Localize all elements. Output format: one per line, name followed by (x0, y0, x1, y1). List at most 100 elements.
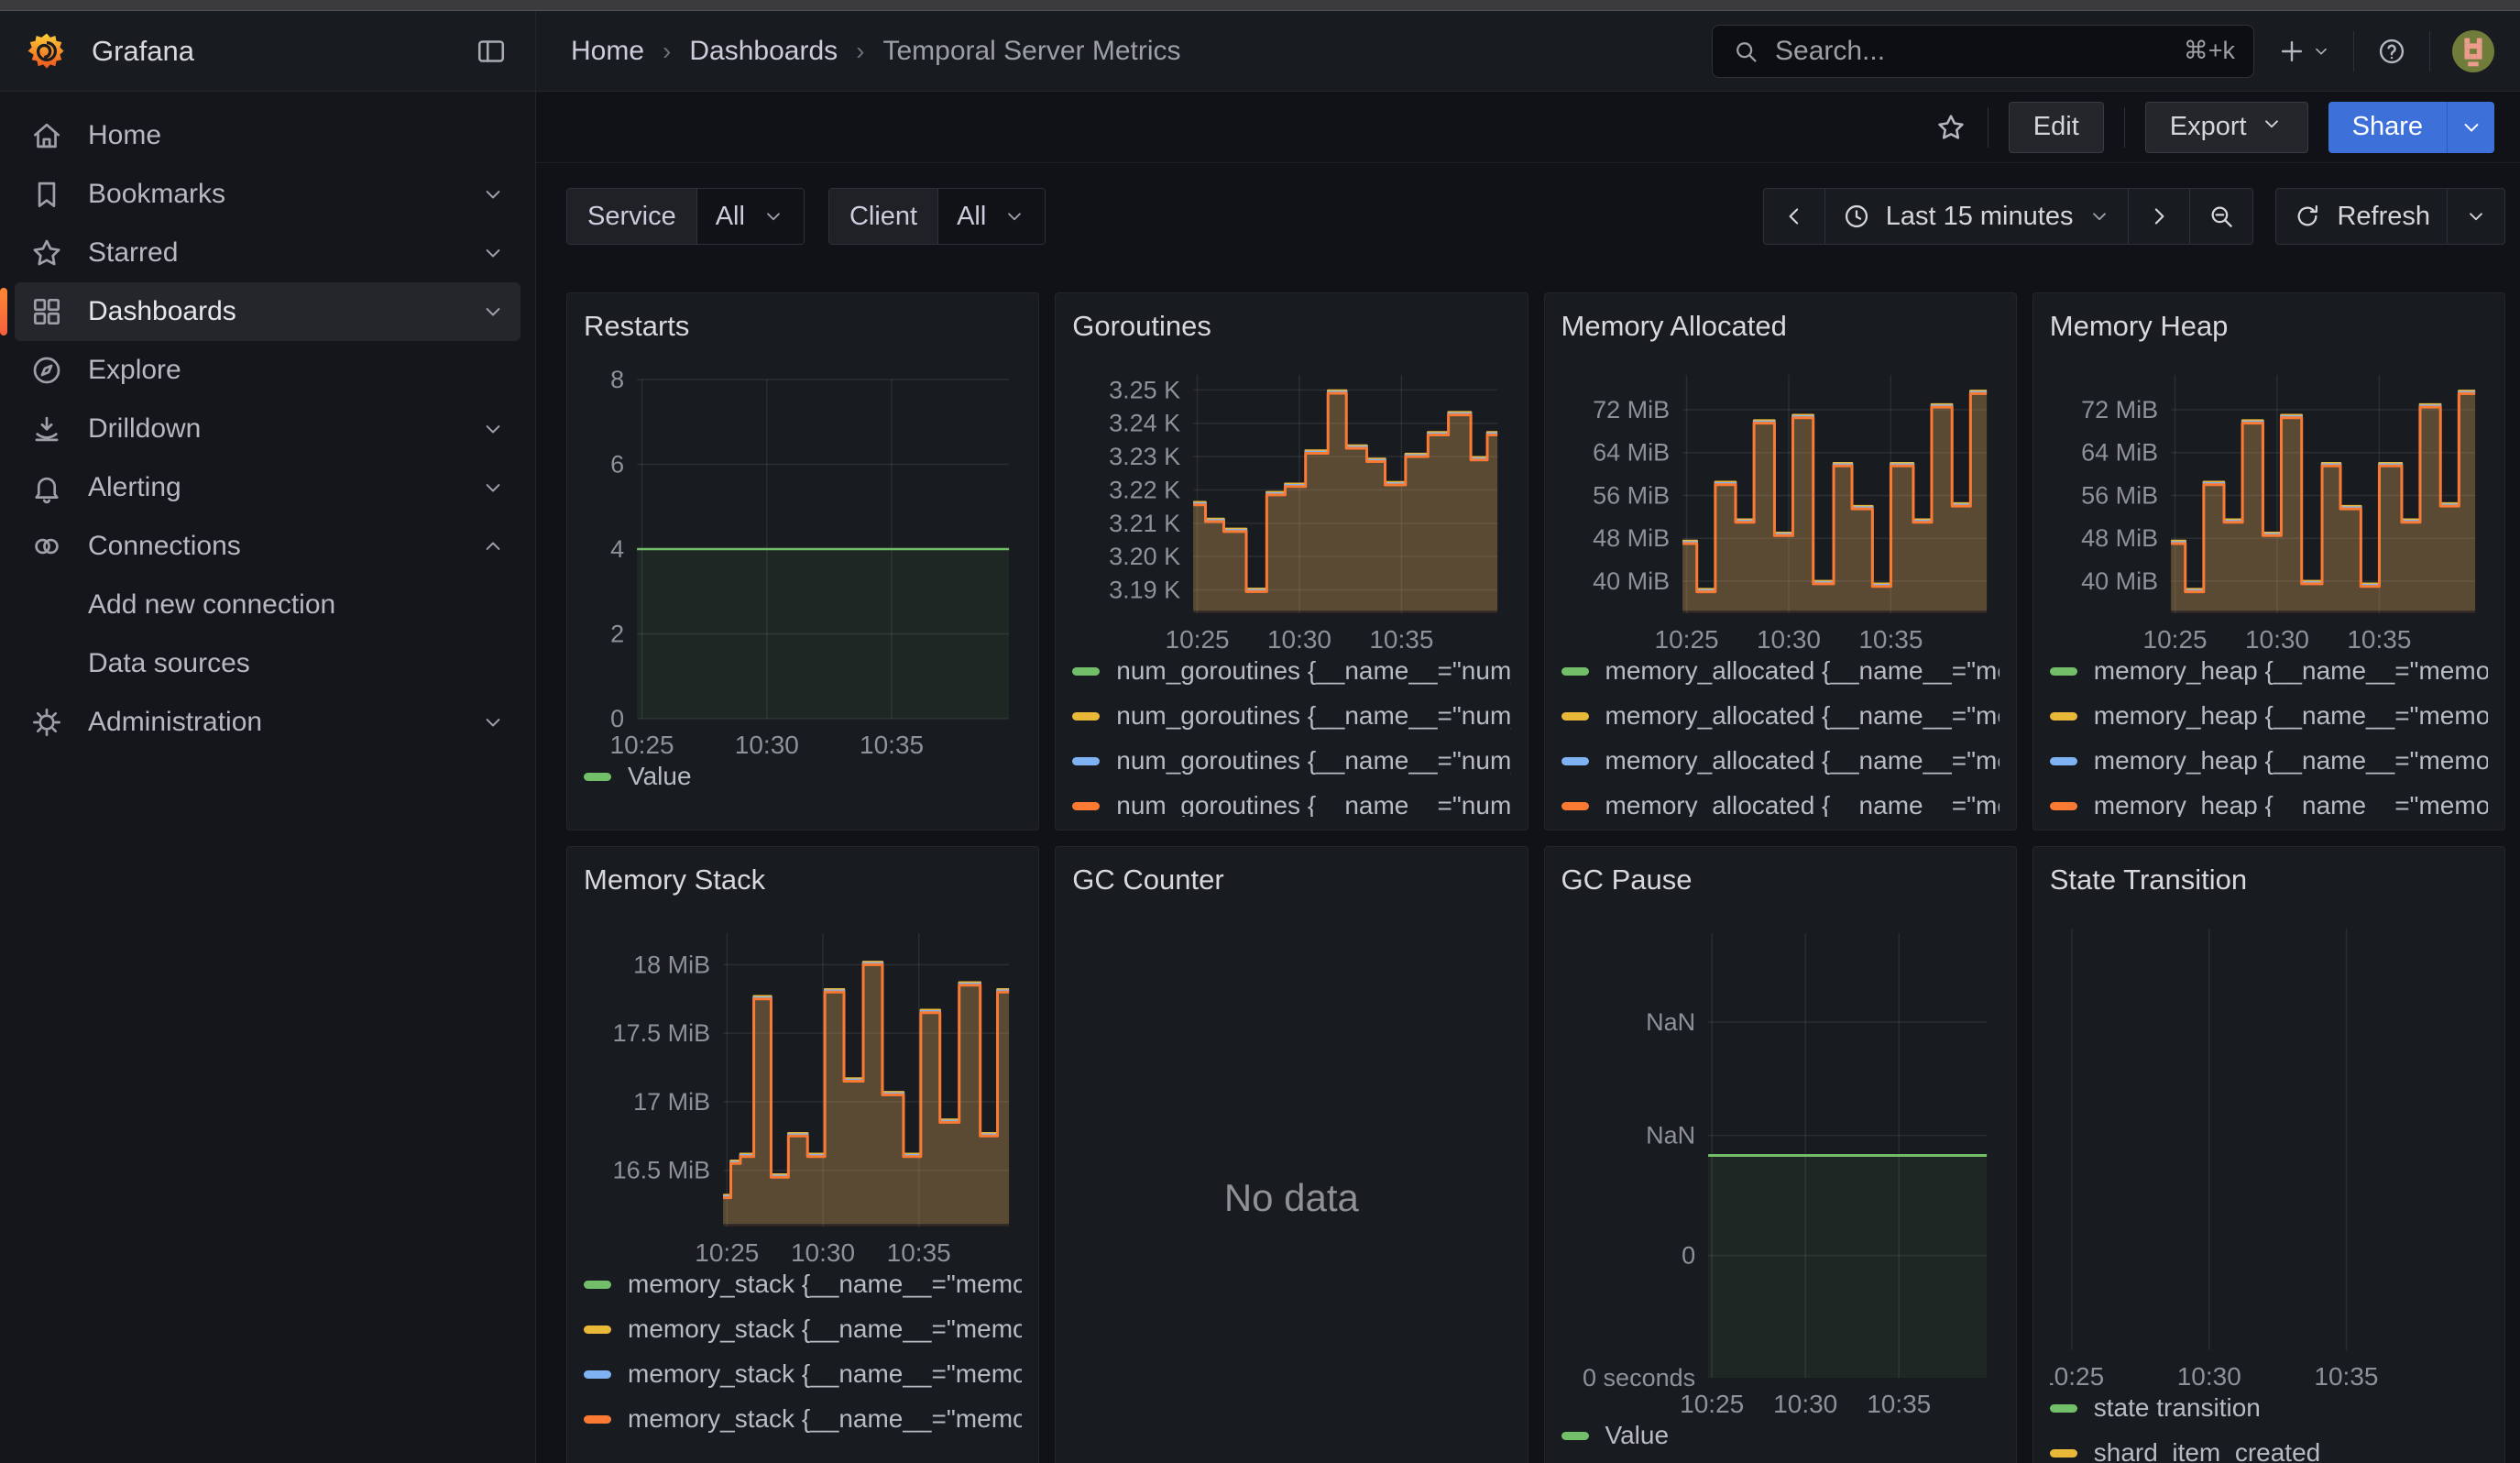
legend-item[interactable]: Value (1561, 1422, 2000, 1449)
sidebar-item-data-sources[interactable]: Data sources (15, 634, 520, 693)
variable-value-dropdown[interactable]: All (937, 189, 1046, 244)
chevron-down-icon[interactable] (480, 240, 506, 266)
chevron-up-icon[interactable] (480, 534, 506, 559)
legend-item[interactable]: memory_stack {__name__="memory_s (584, 1270, 1022, 1298)
chevron-down-icon[interactable] (480, 475, 506, 500)
time-series-chart[interactable]: 0 2 4 6 8 10:25 10:30 10:35 (584, 368, 1022, 763)
panel-gc-counter: GC Counter No data (1055, 846, 1528, 1463)
favorite-star-icon[interactable] (1934, 111, 1967, 144)
zoom-out-time-button[interactable] (2189, 189, 2252, 244)
legend-item[interactable]: shard_item_created (2049, 1439, 2488, 1463)
export-button[interactable]: Export (2144, 101, 2308, 153)
time-series-chart[interactable]: NaN NaN 0 0 seconds 10:25 10:30 10:35 (1561, 922, 2000, 1422)
sidebar-item-starred[interactable]: Starred (15, 224, 520, 282)
panel-legend: num_goroutines {__name__="num_go num_goro… (1072, 657, 1511, 817)
chevron-down-icon[interactable] (480, 416, 506, 442)
refresh-interval-dropdown[interactable] (2447, 189, 2504, 244)
legend-swatch (2049, 1403, 2077, 1413)
sidebar-item-home[interactable]: Home (15, 106, 520, 165)
help-button[interactable] (2376, 36, 2407, 67)
panel-title[interactable]: Memory Allocated (1561, 310, 1787, 342)
svg-text:72 MiB: 72 MiB (2081, 396, 2158, 424)
refresh-button[interactable]: Refresh (2276, 189, 2447, 244)
legend-label: num_goroutines {__name__="num_go (1116, 702, 1511, 731)
sidebar-item-alerting[interactable]: Alerting (15, 458, 520, 517)
legend-item[interactable]: memory_heap {__name__="memory_h (2049, 747, 2488, 775)
sidebar-navigation: Home Bookmarks Starred Dashboards Explore Dri… (0, 92, 536, 1463)
sidebar-item-administration[interactable]: Administration (15, 693, 520, 752)
breadcrumb-separator: › (663, 36, 672, 65)
browser-window-strip (0, 0, 2520, 11)
share-button-label: Share (2351, 112, 2423, 141)
svg-text:16.5 MiB: 16.5 MiB (613, 1157, 711, 1184)
time-shift-forward-button[interactable] (2128, 189, 2189, 244)
breadcrumb-item[interactable]: Home (571, 35, 645, 66)
panel-title[interactable]: State Transition (2049, 864, 2248, 896)
star-icon (29, 236, 64, 270)
legend-item[interactable]: memory_heap {__name__="memory_h (2049, 657, 2488, 685)
svg-text:48 MiB: 48 MiB (1593, 524, 1670, 552)
sidebar-item-drilldown[interactable]: Drilldown (15, 400, 520, 458)
legend-item[interactable]: num_goroutines {__name__="num_go (1072, 792, 1511, 817)
chevron-down-icon[interactable] (480, 710, 506, 735)
time-range-group: Last 15 minutes (1762, 188, 2254, 245)
breadcrumb-item[interactable]: Dashboards (689, 35, 838, 66)
panel-title[interactable]: GC Counter (1072, 864, 1224, 896)
legend-item[interactable]: memory_allocated {__name__="memo (1561, 747, 2000, 775)
svg-text:3.21 K: 3.21 K (1109, 510, 1180, 537)
legend-item[interactable]: state transition (2049, 1394, 2488, 1422)
legend-item[interactable]: memory_stack {__name__="memory_s (584, 1360, 1022, 1388)
time-series-chart[interactable]: 40 MiB 48 MiB 56 MiB 64 MiB 72 MiB 10:25 10:30… (1561, 364, 2000, 657)
sidebar-item-explore[interactable]: Explore (15, 341, 520, 400)
legend-item[interactable]: num_goroutines {__name__="num_go (1072, 702, 1511, 731)
time-shift-back-button[interactable] (1764, 189, 1824, 244)
legend-item[interactable]: memory_heap {__name__="memory_h (2049, 792, 2488, 817)
legend-item[interactable]: Value (584, 763, 1022, 790)
edit-button[interactable]: Edit (2008, 101, 2104, 153)
legend-item[interactable]: memory_allocated {__name__="memo (1561, 657, 2000, 685)
sidebar-item-dashboards[interactable]: Dashboards (0, 282, 520, 341)
legend-swatch (2049, 801, 2077, 810)
time-series-chart[interactable]: 16.5 MiB 17 MiB 17.5 MiB 18 MiB 10:25 10:30 10… (584, 922, 1022, 1270)
time-series-chart[interactable]: 10:25 10:30 10:35 (2050, 918, 2488, 1394)
share-dropdown-button[interactable] (2447, 101, 2494, 153)
svg-text:17.5 MiB: 17.5 MiB (613, 1019, 711, 1047)
svg-text:10:25: 10:25 (2142, 625, 2207, 654)
svg-text:64 MiB: 64 MiB (1593, 439, 1670, 467)
chevron-down-icon[interactable] (480, 299, 506, 324)
divider (2429, 30, 2430, 72)
share-button[interactable]: Share (2328, 101, 2447, 153)
legend-item[interactable]: num_goroutines {__name__="num_go (1072, 747, 1511, 775)
svg-text:10:25: 10:25 (1654, 625, 1718, 654)
legend-item[interactable]: memory_heap {__name__="memory_h (2049, 702, 2488, 730)
panel-legend: Value (584, 763, 1022, 817)
sidebar-item-add-new-connection[interactable]: Add new connection (15, 576, 520, 634)
search-icon (1731, 37, 1760, 66)
panel-title[interactable]: Goroutines (1072, 310, 1211, 342)
time-series-chart[interactable]: 40 MiB 48 MiB 56 MiB 64 MiB 72 MiB 10:25 10:30… (2050, 364, 2488, 657)
time-series-chart[interactable]: 3.19 K 3.20 K 3.21 K 3.22 K 3.23 K 3.24 K 3.25… (1072, 364, 1510, 657)
panel-title[interactable]: Restarts (584, 310, 690, 342)
sidebar-toggle-icon[interactable] (475, 35, 508, 68)
panel-title[interactable]: Memory Stack (584, 864, 766, 896)
legend-item[interactable]: memory_allocated {__name__="memo (1561, 702, 2000, 730)
chevron-down-icon[interactable] (480, 182, 506, 207)
legend-item[interactable]: num_goroutines {__name__="num_go (1072, 657, 1511, 685)
legend-swatch (1561, 801, 1589, 810)
legend-item[interactable]: memory_allocated {__name__="memo (1561, 792, 2000, 817)
svg-text:3.25 K: 3.25 K (1109, 376, 1180, 403)
variable-value-dropdown[interactable]: All (696, 189, 804, 244)
search-input[interactable]: Search... ⌘+k (1712, 24, 2254, 78)
legend-item[interactable]: memory_stack {__name__="memory_s (584, 1405, 1022, 1433)
user-avatar[interactable] (2452, 29, 2494, 72)
panel-title[interactable]: GC Pause (1561, 864, 1693, 896)
refresh-group: Refresh (2275, 188, 2505, 245)
time-range-picker[interactable]: Last 15 minutes (1824, 189, 2129, 244)
sidebar-item-bookmarks[interactable]: Bookmarks (15, 165, 520, 224)
svg-text:NaN: NaN (1646, 1122, 1695, 1150)
panel-title[interactable]: Memory Heap (2049, 310, 2229, 342)
sidebar-item-connections[interactable]: Connections (15, 517, 520, 576)
legend-item[interactable]: memory_stack {__name__="memory_s (584, 1315, 1022, 1343)
add-new-button[interactable] (2276, 36, 2331, 67)
variable-value: All (957, 201, 987, 231)
